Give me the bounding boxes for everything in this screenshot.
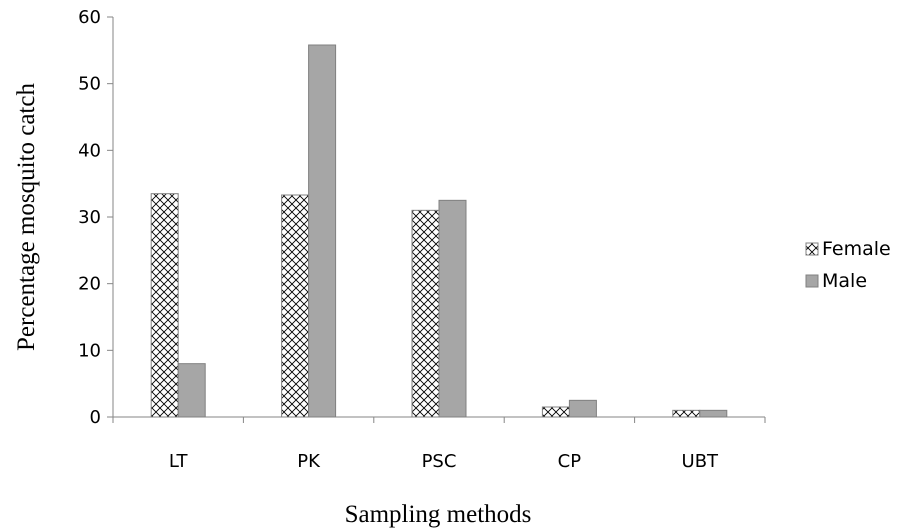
y-tick-label: 60 — [78, 7, 101, 28]
bar-male-psc — [438, 199, 467, 418]
legend: Female Male — [805, 238, 891, 292]
x-tick-label: UBT — [682, 451, 720, 472]
y-tick-label: 40 — [78, 140, 101, 161]
x-axis: LT PK PSC CP UBT — [112, 416, 766, 472]
legend-label-female: Female — [822, 238, 891, 260]
y-tick-label: 0 — [90, 407, 101, 428]
bars — [150, 44, 728, 418]
bar-female-cp — [541, 406, 570, 418]
x-tick-label: PSC — [422, 451, 457, 472]
x-tick-label: CP — [558, 451, 582, 472]
bar-male-lt — [177, 363, 206, 418]
legend-swatch-male — [805, 274, 819, 288]
bar-male-pk — [308, 44, 337, 418]
bar-male-ubt — [699, 409, 728, 418]
x-tick-label: LT — [169, 451, 189, 472]
x-axis-title: Sampling methods — [345, 501, 532, 528]
bar-female-pk — [281, 194, 310, 418]
y-tick-label: 50 — [78, 74, 101, 95]
y-tick-label: 20 — [78, 274, 101, 295]
y-tick-label: 30 — [78, 207, 101, 228]
x-tick-label: PK — [297, 451, 321, 472]
bar-female-lt — [150, 193, 179, 418]
bar-female-psc — [411, 209, 440, 418]
y-tick-label: 10 — [78, 340, 101, 361]
legend-label-male: Male — [822, 270, 867, 292]
y-axis: 0 10 20 30 40 50 60 — [78, 7, 114, 428]
y-axis-title: Percentage mosquito catch — [13, 83, 40, 351]
bar-male-cp — [568, 399, 597, 418]
legend-swatch-female — [805, 242, 819, 256]
bar-female-ubt — [672, 409, 701, 418]
